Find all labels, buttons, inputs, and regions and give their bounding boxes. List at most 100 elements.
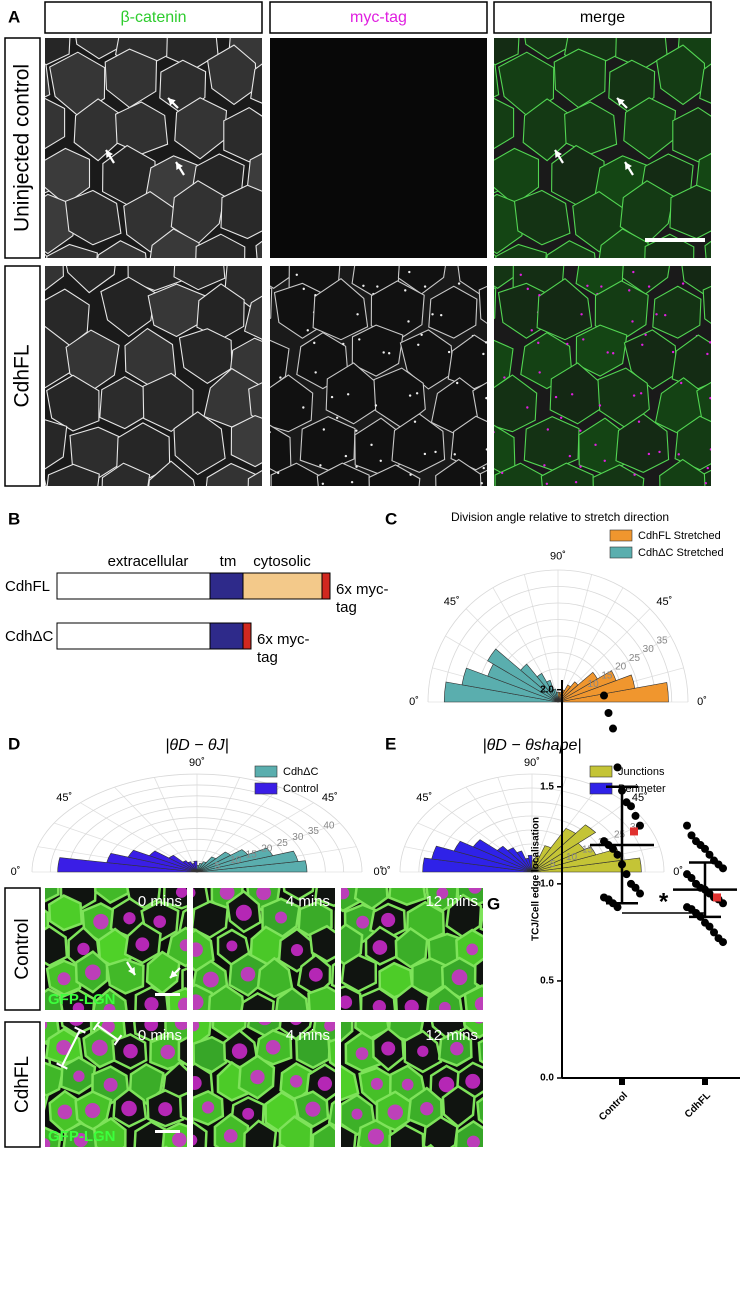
nucleus [451,969,468,986]
nucleus [177,997,187,1010]
theta-tick-label: 45˚ [416,792,432,804]
polar-bar [527,854,533,873]
tag-label: 6x myc- [336,581,389,598]
cell [181,967,187,994]
domain-label: tm [220,553,237,570]
nucleus [420,1102,434,1116]
cell [275,986,309,1010]
dot [423,285,427,288]
time-label: 4 mins [286,1027,330,1044]
image-content [494,38,711,258]
cell [388,1123,425,1147]
cell [355,1145,363,1147]
dot [400,531,402,533]
dot [492,536,494,538]
nucleus [160,1044,176,1060]
theta-tick-label: 90˚ [524,757,540,769]
nucleus [265,1039,281,1055]
dot [681,282,685,285]
dot [198,554,200,556]
ring [427,569,689,703]
legend-swatch [609,546,633,559]
nucleus [485,968,498,981]
dot [593,534,595,536]
nucleus [289,1075,303,1088]
cell [476,1096,483,1124]
nucleus [172,1158,187,1173]
dot [717,395,719,397]
cell [449,1154,482,1188]
cell [719,417,744,477]
cell [695,153,711,197]
polar-bar [531,824,597,873]
image-content [193,853,358,1010]
dot [452,500,454,502]
legend-swatch [589,782,613,795]
dot [641,343,644,346]
cell [149,228,201,258]
data-point [613,850,622,859]
measure-bar [96,1024,119,1041]
cell [248,382,262,425]
spoke [114,786,198,873]
x-tick [702,1079,708,1085]
dot [415,392,419,395]
cell [240,991,275,1010]
cell [399,329,454,390]
dot [731,296,733,298]
dot [302,406,305,409]
nucleus [450,1041,464,1056]
nucleus [85,964,101,981]
y-tick-label: 0.5 [540,976,554,987]
image-content [45,266,262,486]
legend-label: CdhFL Stretched [638,530,721,542]
cell [341,953,378,993]
chart-title: Division angle relative to stretch direc… [451,510,669,524]
cell [314,888,335,908]
cell [332,1153,363,1192]
cell [46,463,100,486]
dot [721,460,723,462]
cell [45,419,68,470]
polar-bar [553,688,559,703]
cell [65,266,116,294]
image-content [45,38,262,258]
scale-bar [645,238,705,242]
nucleus [343,853,358,868]
image-content [198,266,487,561]
polar-bar [555,691,559,703]
cell [397,506,449,561]
dot [355,531,357,533]
dot [262,397,264,399]
nucleus [387,852,398,863]
panel-label: D [8,734,20,753]
cell [615,413,670,474]
r-tick-label: 25 [614,830,626,841]
dot [570,393,574,396]
cell [307,985,335,1010]
theta-tick-label: 0˚ [11,866,21,878]
data-point [604,709,613,718]
chart-title: |θD − θJ| [165,737,228,754]
cell [278,1115,313,1147]
time-label: 0 mins [138,1027,182,1044]
r-tick-label: 10 [588,679,600,690]
cell [230,415,262,468]
cell [341,1022,354,1043]
row-label: Uninjected control [11,64,34,232]
nucleus [370,1077,383,1090]
dot [270,431,271,434]
polar-bar [196,861,207,873]
cell [92,1116,127,1147]
dot [577,525,579,527]
nucleus [387,1164,402,1179]
cell [494,287,497,320]
dot [322,428,326,431]
dot [369,534,371,536]
cell [477,1039,483,1064]
dot [379,459,382,462]
r-tick-label: 30 [643,644,655,655]
dot [647,285,651,288]
data-point [600,691,608,700]
polar-bar [520,663,559,703]
